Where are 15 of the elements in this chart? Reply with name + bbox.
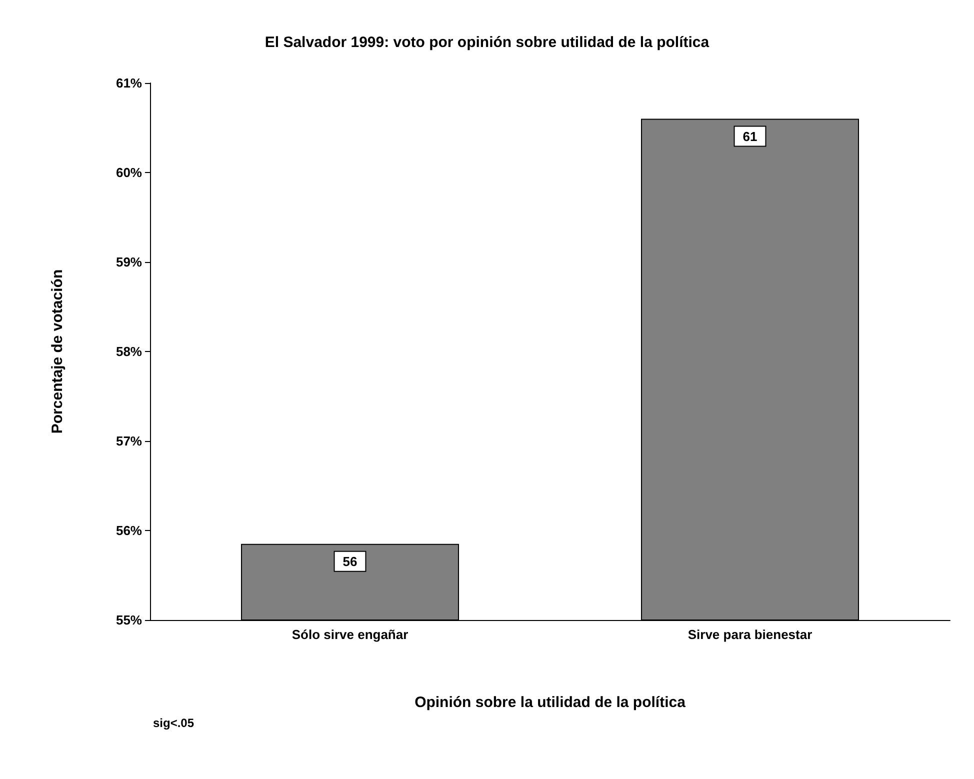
y-tick-label: 61% [116,76,142,90]
y-tick-label: 59% [116,254,142,270]
y-tick-label: 58% [116,344,142,359]
y-tick-label: 56% [116,523,142,538]
data-label: 61 [742,128,758,144]
data-label: 56 [342,554,358,569]
y-tick-label: 55% [116,612,142,628]
chart-title: El Salvador 1999: voto por opinión sobre utilidad de la política [264,34,710,51]
x-tick-label: Sirve para bienestar [688,627,812,642]
x-tick-label: Sólo sirve engañar [292,627,408,642]
text: sig<.05 [153,716,194,730]
y-tick-label: 60% [116,165,142,180]
y-axis-title: Porcentaje de votación [49,269,66,434]
x-axis-title: Opinión sobre la utilidad de la política [414,694,686,711]
y-tick-label: 57% [116,434,142,448]
